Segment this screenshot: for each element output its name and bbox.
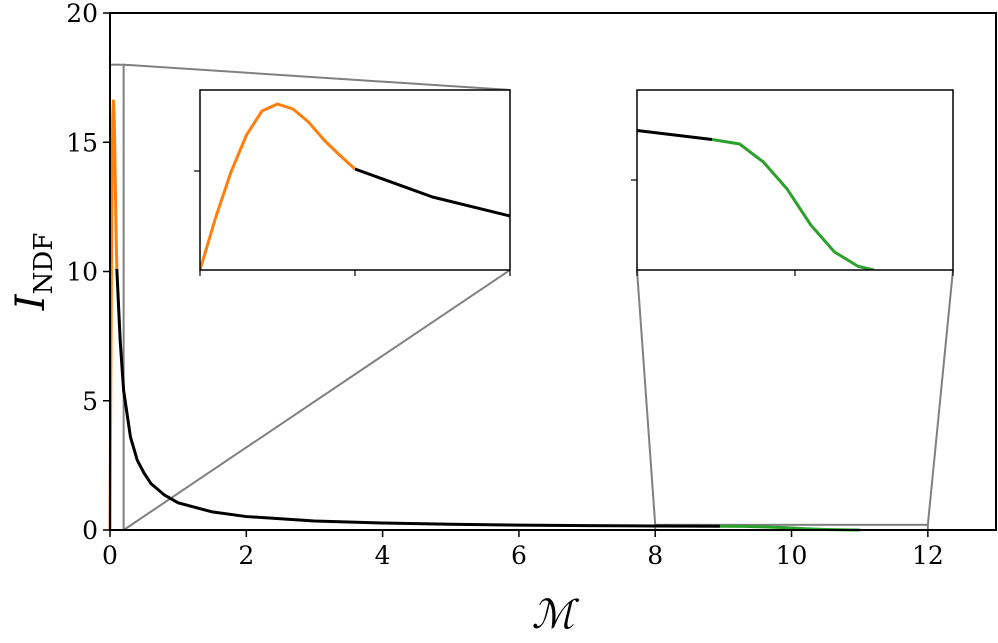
x-tick-label: 12 [912,541,944,570]
y-tick-label: 15 [66,128,98,157]
main-plot-area: 0 2 4 6 8 10 12 0 5 10 15 20 [66,0,997,570]
x-tick-label: 8 [647,541,663,570]
inset-series-group [200,102,510,270]
y-tick-label: 10 [66,258,98,287]
inset-series-line-1 [200,102,357,270]
y-tick-label: 5 [82,387,98,416]
inset-right [5,0,954,276]
y-axis-label-main: I [8,293,54,311]
x-tick-label: 10 [776,541,808,570]
zoom-connector-line [123,269,511,531]
y-tick-label: 0 [82,516,98,545]
x-tick-label: 0 [102,541,118,570]
zoom-connector-line [926,269,954,525]
x-axis-ticks: 0 2 4 6 8 10 12 [102,530,944,570]
y-axis-label-subscript: NDF [29,233,59,295]
x-tick-label: 6 [511,541,527,570]
inset-background [637,90,953,270]
zoom-connector-line [636,269,657,525]
series-line-1 [108,99,119,531]
y-axis-label: INDF [8,233,59,311]
inset-series-line-3 [711,138,875,270]
x-tick-label: 2 [238,541,254,570]
inset-left [194,89,511,276]
x-axis-label: ℳ [532,592,580,638]
inset-series-group [5,0,875,270]
inset-series-line-1 [5,0,13,270]
series-line-2 [115,268,720,528]
x-tick-label: 4 [375,541,391,570]
y-axis-ticks: 0 5 10 15 20 [66,0,110,545]
zoom-connector-line [123,63,511,91]
y-tick-label: 20 [66,0,98,28]
inset-background [200,90,510,270]
